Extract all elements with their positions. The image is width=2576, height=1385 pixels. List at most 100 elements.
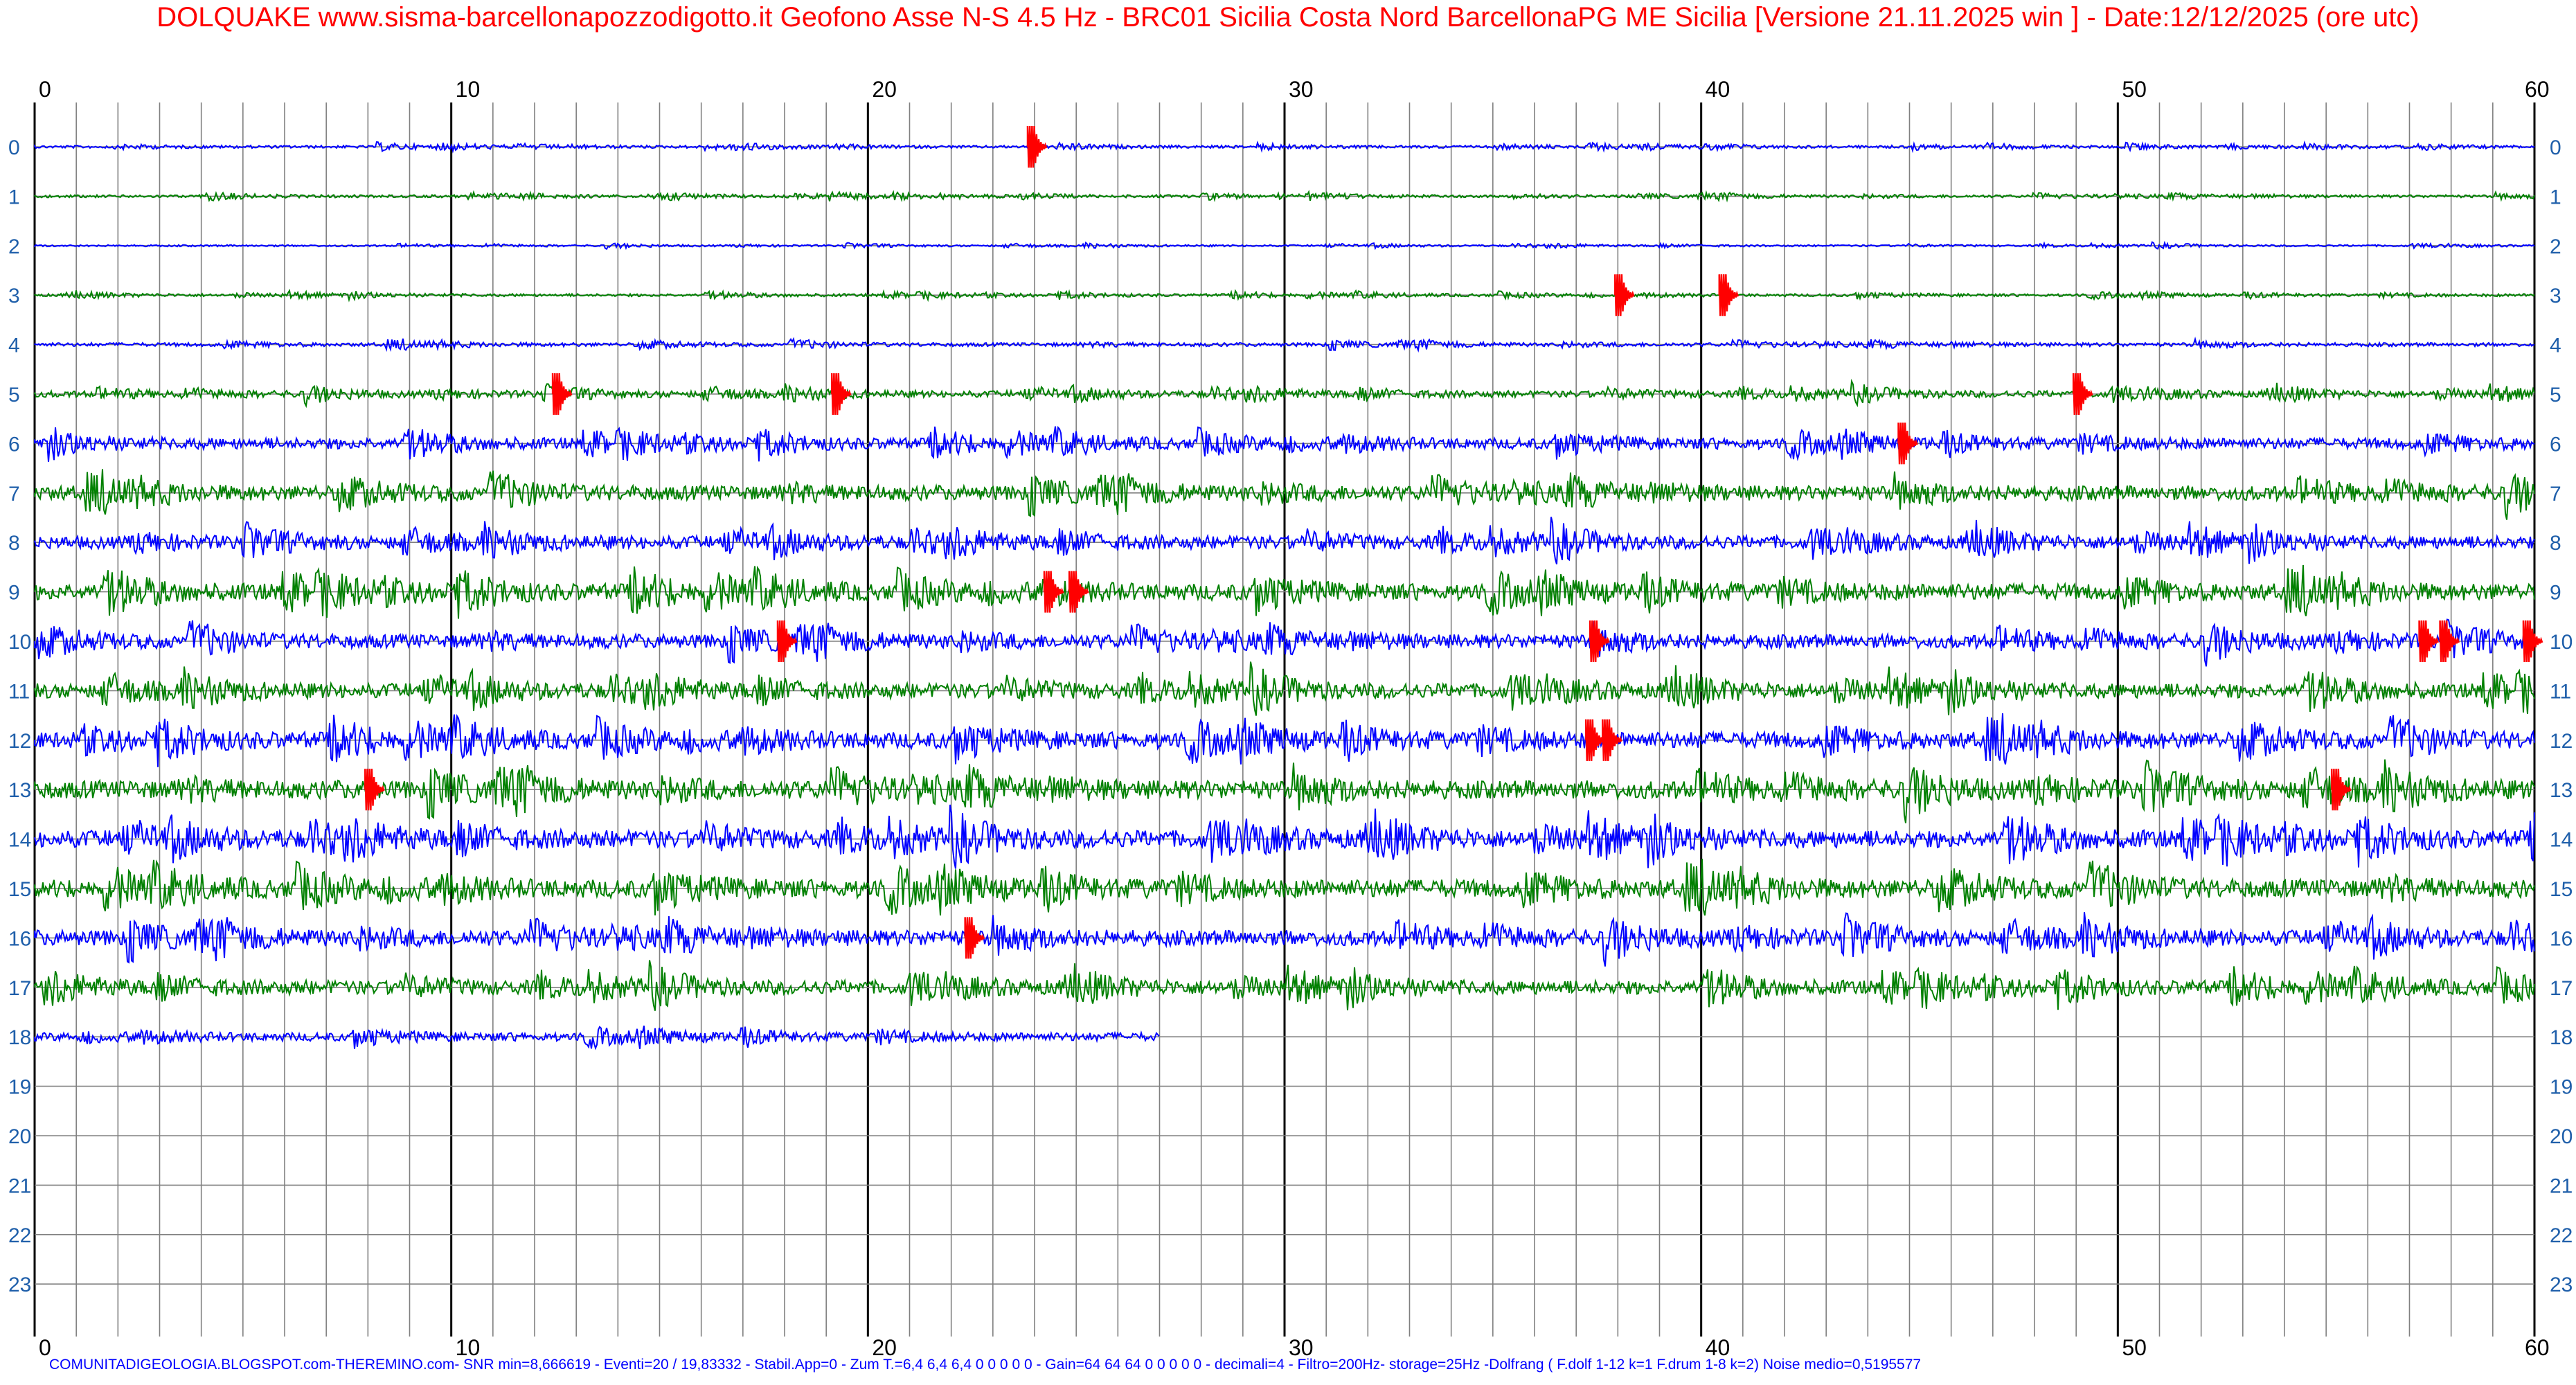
event-marker bbox=[1589, 620, 1610, 663]
hour-label-left: 13 bbox=[8, 779, 31, 802]
hour-label-left: 16 bbox=[8, 927, 31, 950]
hour-label-right: 16 bbox=[2550, 927, 2573, 950]
hour-label-left: 22 bbox=[8, 1224, 31, 1247]
minute-label-bottom: 0 bbox=[39, 1335, 51, 1360]
hour-label-right: 18 bbox=[2550, 1026, 2573, 1049]
hour-label-right: 7 bbox=[2550, 483, 2561, 506]
trace-hour-14 bbox=[34, 804, 2535, 869]
event-marker bbox=[2439, 620, 2460, 663]
hour-label-left: 20 bbox=[8, 1125, 31, 1148]
event-marker bbox=[830, 373, 852, 416]
hour-label-right: 9 bbox=[2550, 582, 2561, 605]
hour-label-right: 19 bbox=[2550, 1076, 2573, 1099]
hour-label-left: 14 bbox=[8, 829, 31, 852]
event-marker bbox=[1068, 571, 1089, 613]
hour-label-right: 20 bbox=[2550, 1125, 2573, 1148]
trace-hour-3 bbox=[34, 288, 2535, 303]
hour-label-right: 1 bbox=[2550, 186, 2561, 208]
trace-hour-12 bbox=[34, 713, 2535, 767]
hour-label-right: 5 bbox=[2550, 384, 2561, 406]
hour-label-right: 13 bbox=[2550, 779, 2573, 802]
minute-label-top: 0 bbox=[39, 77, 51, 102]
hour-label-left: 19 bbox=[8, 1076, 31, 1099]
hour-label-right: 23 bbox=[2550, 1274, 2573, 1296]
hour-label-left: 17 bbox=[8, 977, 31, 1000]
trace-hour-17 bbox=[34, 960, 2535, 1011]
hour-label-left: 21 bbox=[8, 1174, 31, 1197]
event-marker bbox=[364, 769, 385, 811]
trace-hour-5 bbox=[34, 378, 2535, 409]
hour-label-left: 10 bbox=[8, 631, 31, 654]
event-marker bbox=[2418, 620, 2439, 663]
trace-hour-4 bbox=[34, 337, 2535, 353]
trace-hour-6 bbox=[34, 425, 2535, 462]
hour-label-right: 4 bbox=[2550, 334, 2561, 357]
hour-label-right: 15 bbox=[2550, 878, 2573, 901]
hour-label-right: 0 bbox=[2550, 136, 2561, 159]
minute-label-top: 30 bbox=[1289, 77, 1314, 102]
hour-label-left: 12 bbox=[8, 730, 31, 753]
hour-label-left: 3 bbox=[8, 285, 20, 307]
hour-label-left: 4 bbox=[8, 334, 20, 357]
event-marker bbox=[1043, 571, 1064, 613]
hour-label-left: 0 bbox=[8, 136, 20, 159]
seismic-traces bbox=[34, 140, 2535, 1051]
minute-label-bottom: 30 bbox=[1289, 1335, 1314, 1360]
event-marker bbox=[964, 917, 985, 959]
event-marker bbox=[2522, 620, 2543, 663]
event-marker bbox=[2072, 373, 2093, 416]
hour-label-right: 2 bbox=[2550, 235, 2561, 258]
trace-hour-13 bbox=[34, 759, 2535, 823]
hour-label-left: 18 bbox=[8, 1026, 31, 1049]
hour-label-left: 15 bbox=[8, 878, 31, 901]
event-marker bbox=[551, 373, 573, 416]
trace-hour-18 bbox=[34, 1025, 1160, 1051]
hour-label-left: 11 bbox=[8, 680, 30, 703]
minute-label-bottom: 40 bbox=[1706, 1335, 1730, 1360]
hour-label-right: 22 bbox=[2550, 1224, 2573, 1247]
trace-hour-15 bbox=[34, 858, 2535, 916]
minute-label-bottom: 10 bbox=[456, 1335, 481, 1360]
hour-label-right: 14 bbox=[2550, 829, 2573, 852]
event-marker bbox=[776, 620, 798, 663]
hour-label-left: 23 bbox=[8, 1274, 31, 1296]
event-marker bbox=[1718, 274, 1739, 316]
minor-gridlines bbox=[75, 102, 2494, 1337]
hour-label-right: 6 bbox=[2550, 433, 2561, 456]
event-marker bbox=[2330, 769, 2352, 811]
trace-hour-8 bbox=[34, 517, 2535, 565]
trace-hour-9 bbox=[34, 564, 2535, 619]
chart-title: DOLQUAKE www.sisma-barcellonapozzodigott… bbox=[156, 2, 2420, 33]
trace-hour-10 bbox=[34, 618, 2535, 667]
hour-label-right: 12 bbox=[2550, 730, 2573, 753]
minute-label-bottom: 50 bbox=[2122, 1335, 2147, 1360]
event-marker bbox=[1602, 719, 1622, 761]
hour-label-right: 8 bbox=[2550, 532, 2561, 555]
hour-label-left: 7 bbox=[8, 483, 20, 506]
hour-label-left: 5 bbox=[8, 384, 20, 406]
event-marker bbox=[1584, 719, 1606, 761]
minute-label-top: 60 bbox=[2525, 77, 2550, 102]
trace-hour-0 bbox=[34, 140, 2535, 154]
hour-label-left: 2 bbox=[8, 235, 20, 258]
status-footer: COMUNITADIGEOLOGIA.BLOGSPOT.com-THEREMIN… bbox=[49, 1357, 1922, 1373]
hour-label-left: 8 bbox=[8, 532, 20, 555]
trace-hour-1 bbox=[34, 190, 2535, 203]
minute-label-top: 20 bbox=[872, 77, 897, 102]
event-marker bbox=[1026, 125, 1048, 168]
minute-label-bottom: 60 bbox=[2525, 1335, 2550, 1360]
minute-label-bottom: 20 bbox=[872, 1335, 897, 1360]
hour-label-right: 21 bbox=[2550, 1174, 2573, 1197]
hour-label-right: 11 bbox=[2550, 680, 2571, 703]
trace-hour-2 bbox=[34, 240, 2535, 251]
minute-label-top: 50 bbox=[2122, 77, 2147, 102]
major-gridlines bbox=[33, 102, 2536, 1337]
trace-hour-16 bbox=[34, 912, 2535, 967]
event-marker bbox=[1897, 422, 1918, 465]
event-markers bbox=[364, 125, 2543, 959]
hour-label-right: 17 bbox=[2550, 977, 2573, 1000]
minute-label-top: 40 bbox=[1706, 77, 1730, 102]
minute-tick-labels: 0 0 10 10 20 20 30 30 40 40 50 50 60 60 bbox=[39, 77, 2550, 1360]
